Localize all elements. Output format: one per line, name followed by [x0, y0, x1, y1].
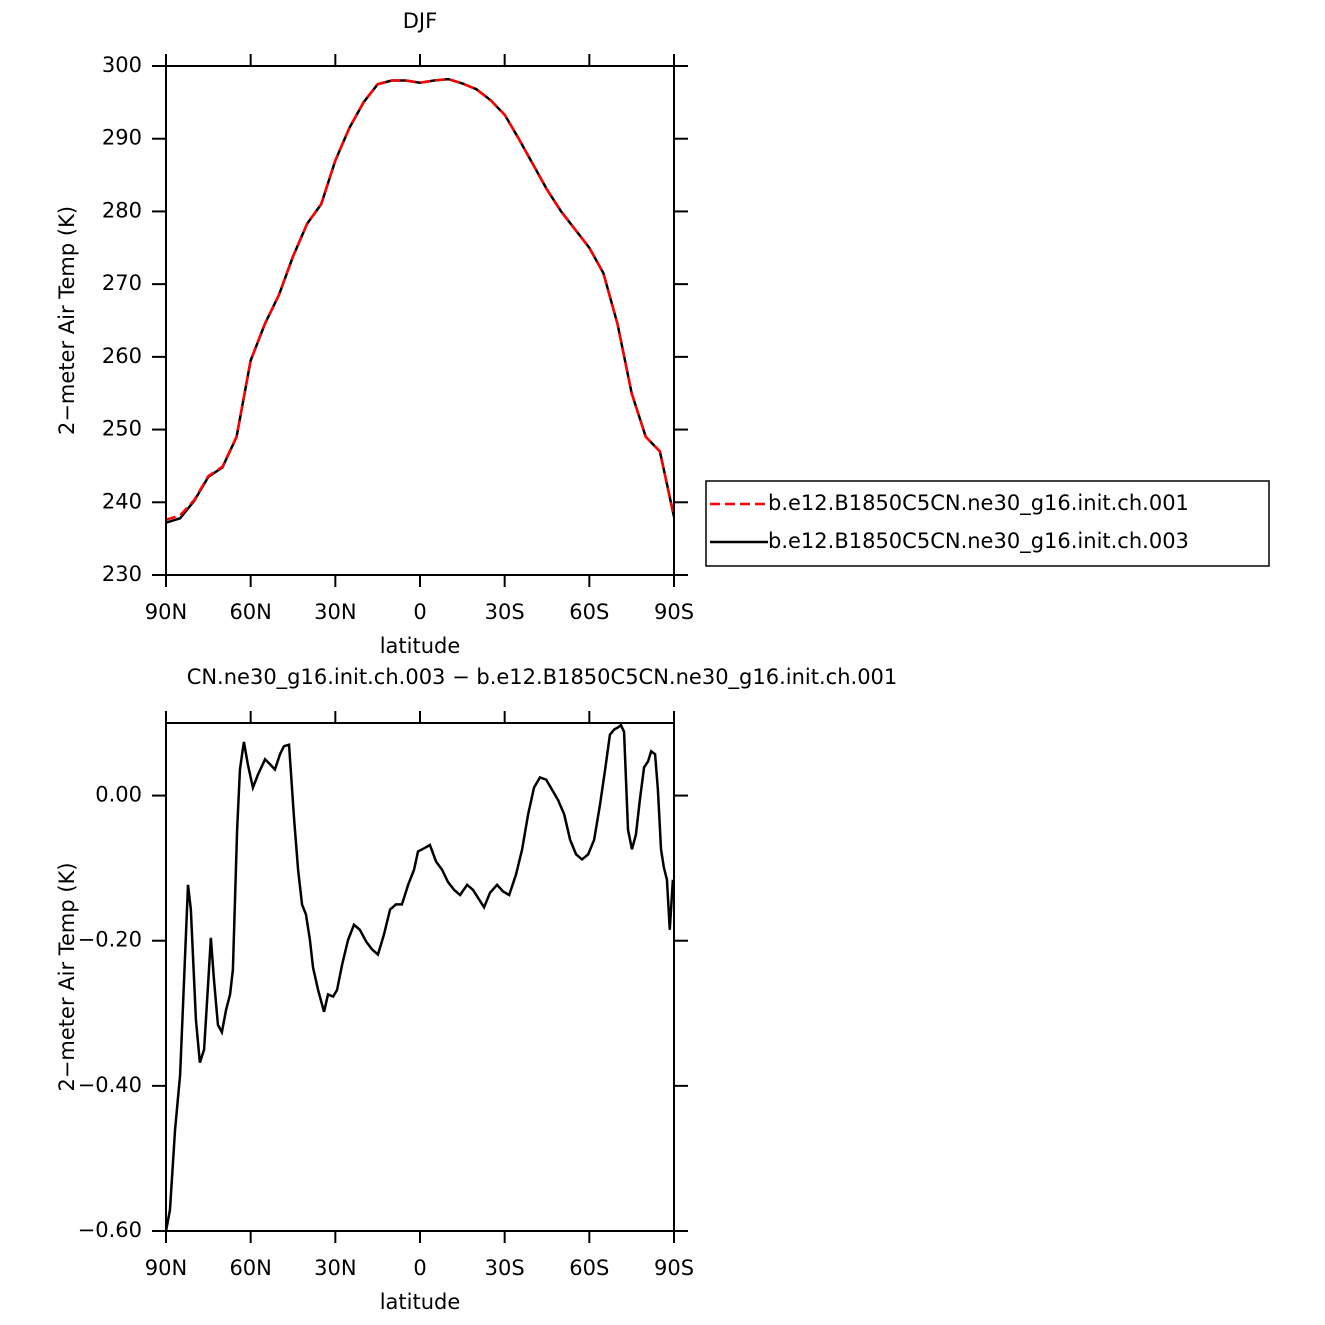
- x-axis-label: latitude: [380, 1290, 461, 1314]
- x-tick-label: 60N: [229, 1256, 271, 1280]
- y-tick-label: 260: [102, 344, 142, 368]
- plot-frame: [165, 65, 675, 576]
- y-tick-label: 290: [102, 126, 142, 150]
- x-tick-label: 0: [413, 1256, 426, 1280]
- x-tick-label: 60S: [569, 600, 609, 624]
- y-tick-label: −0.60: [78, 1218, 142, 1242]
- x-tick-label: 60N: [229, 600, 271, 624]
- x-tick-label: 30N: [314, 600, 356, 624]
- y-axis-label: 2−meter Air Temp (K): [55, 862, 79, 1091]
- data-line: [166, 77, 674, 524]
- x-tick-label: 30S: [485, 1256, 525, 1280]
- chart-title: DJF: [403, 9, 437, 33]
- x-tick-label: 60S: [569, 1256, 609, 1280]
- y-axis-label: 2−meter Air Temp (K): [55, 206, 79, 435]
- x-tick-label: 90S: [654, 1256, 694, 1280]
- x-tick-label: 0: [413, 600, 426, 624]
- y-tick-label: 270: [102, 271, 142, 295]
- x-tick-label: 90N: [145, 1256, 187, 1280]
- x-tick-label: 30S: [485, 600, 525, 624]
- y-tick-label: −0.20: [78, 928, 142, 952]
- x-axis-label: latitude: [380, 634, 461, 658]
- x-tick-label: 90S: [654, 600, 694, 624]
- x-tick-label: 90N: [145, 600, 187, 624]
- chart-title: CN.ne30_g16.init.ch.003 − b.e12.B1850C5C…: [187, 665, 898, 690]
- y-tick-label: 0.00: [95, 783, 142, 807]
- y-tick-label: −0.40: [78, 1073, 142, 1097]
- y-tick-label: 230: [102, 562, 142, 586]
- y-tick-label: 300: [102, 53, 142, 77]
- y-tick-label: 240: [102, 489, 142, 513]
- plot-frame: [165, 722, 675, 1232]
- y-tick-label: 280: [102, 198, 142, 222]
- legend-label: b.e12.B1850C5CN.ne30_g16.init.ch.003: [768, 529, 1189, 554]
- data-line: [166, 723, 674, 1231]
- y-tick-label: 250: [102, 417, 142, 441]
- data-line: [166, 77, 674, 521]
- legend-label: b.e12.B1850C5CN.ne30_g16.init.ch.001: [768, 491, 1189, 516]
- legend-box: [705, 480, 1270, 567]
- x-tick-label: 30N: [314, 1256, 356, 1280]
